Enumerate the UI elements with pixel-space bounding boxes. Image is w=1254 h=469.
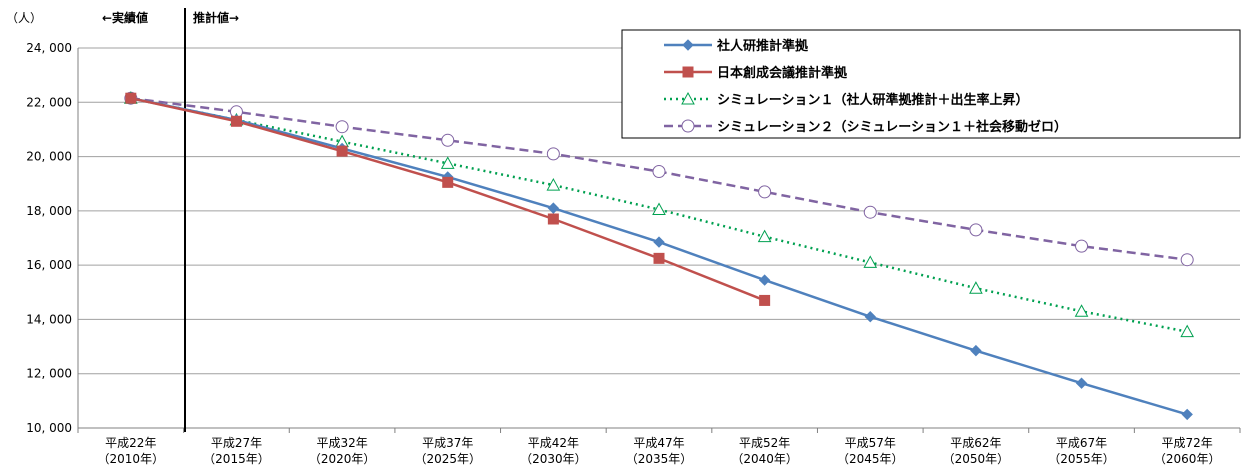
data-point [1075, 377, 1088, 389]
data-point [125, 92, 137, 104]
legend-swatch-marker [682, 66, 694, 78]
data-point [335, 120, 349, 134]
x-tick-label-year: （2045年） [837, 452, 904, 466]
x-tick-label: 平成42年 [528, 436, 579, 450]
legend-entry-label: 日本創成会議推計準拠 [717, 65, 848, 81]
data-point [546, 178, 561, 191]
data-point [652, 202, 666, 215]
y-tick-label: 18, 000 [26, 204, 72, 218]
x-tick-label: 平成37年 [422, 436, 473, 450]
annotation-estimate: 推計値→ [193, 10, 239, 25]
data-point [442, 176, 454, 188]
legend-entry-label: シミュレーション１（社人研準拠推計＋出生率上昇） [717, 92, 1028, 108]
annotation-actual: ←実績値 [102, 10, 148, 25]
x-tick-label-year: （2020年） [309, 452, 376, 466]
data-point [758, 185, 772, 199]
data-point [864, 311, 876, 323]
x-tick-label: 平成62年 [950, 436, 1001, 450]
y-axis: 10, 000 12, 000 14, 000 16, 000 18, 000 20, 0… [26, 41, 79, 435]
data-point [230, 115, 242, 127]
data-point [441, 133, 455, 147]
x-tick-label: 平成47年 [633, 436, 684, 450]
data-point [969, 223, 983, 237]
data-point [969, 281, 983, 294]
y-tick-label: 14, 000 [26, 312, 72, 326]
legend-swatch-marker [681, 119, 695, 133]
series-2 [125, 92, 771, 306]
x-tick-label-year: （2030年） [520, 452, 587, 466]
legend-swatch-marker [682, 39, 694, 51]
data-point [440, 156, 455, 169]
data-point [652, 165, 666, 178]
data-point [547, 202, 560, 214]
x-tick-label: 平成32年 [316, 436, 367, 450]
x-tick-label-year: （2050年） [943, 452, 1010, 466]
x-tick-label: 平成27年 [211, 436, 262, 450]
x-axis: 平成22年 （2010年） 平成27年 （2015年） 平成32年 （2020年） 平成37… [77, 427, 1241, 466]
data-point [653, 236, 665, 248]
x-tick-label-year: （2010年） [98, 452, 165, 466]
data-point [1075, 239, 1089, 253]
data-point [1180, 324, 1195, 338]
x-tick-label-year: （2035年） [626, 452, 693, 466]
x-tick-label-year: （2040年） [731, 452, 798, 466]
data-point [1074, 304, 1089, 317]
data-point [546, 147, 560, 161]
data-point [970, 344, 982, 357]
legend: 社人研推計準拠日本創成会議推計準拠シミュレーション１（社人研準拠推計＋出生率上昇… [621, 29, 1241, 139]
legend-box [621, 29, 1241, 139]
y-tick-label: 16, 000 [26, 258, 72, 272]
x-tick-label-year: （2025年） [414, 452, 481, 466]
x-tick-label-year: （2015年） [203, 452, 270, 466]
legend-entry-label: シミュレーション２（シミュレーション１＋社会移動ゼロ） [717, 119, 1067, 135]
data-point [759, 294, 771, 306]
y-tick-label: 10, 000 [26, 421, 72, 435]
x-tick-label-year: （2060年） [1154, 452, 1221, 466]
data-point [336, 145, 348, 157]
legend-swatch-marker [681, 91, 695, 105]
x-tick-label: 平成52年 [739, 436, 790, 450]
y-tick-label: 24, 000 [26, 41, 72, 55]
x-tick-label-year: （2055年） [1048, 452, 1115, 466]
x-tick-label: 平成22年 [105, 436, 156, 450]
series-group [123, 91, 1195, 421]
data-point [863, 205, 877, 219]
data-point [758, 274, 771, 286]
y-tick-label: 20, 000 [26, 150, 72, 164]
data-point [863, 255, 878, 268]
data-point [547, 213, 559, 225]
x-tick-label: 平成67年 [1056, 436, 1107, 450]
y-axis-label: （人） [6, 11, 42, 25]
x-tick-label: 平成57年 [845, 436, 896, 450]
data-point [1180, 253, 1194, 267]
legend-entry-label: 社人研推計準拠 [716, 38, 809, 54]
y-tick-label: 12, 000 [26, 367, 72, 381]
data-point [1181, 408, 1193, 421]
data-point [653, 252, 665, 264]
data-point [757, 229, 772, 243]
y-tick-label: 22, 000 [26, 95, 72, 109]
x-tick-label: 平成72年 [1162, 436, 1213, 450]
